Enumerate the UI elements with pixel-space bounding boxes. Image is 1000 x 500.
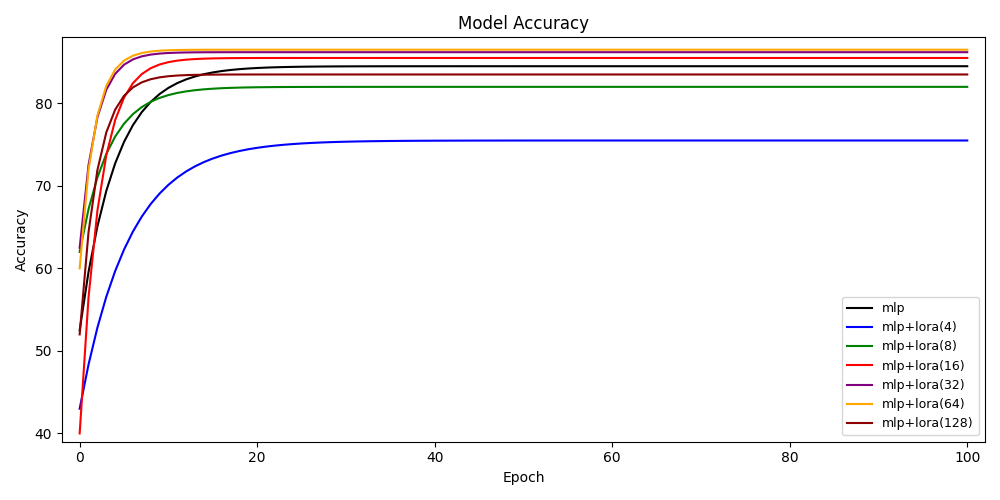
mlp+lora(4) (74, 406, 86, 411)
mlp+lora(64) (136, 50, 148, 56)
mlp+lora(4) (961, 138, 973, 143)
mlp+lora(4) (739, 138, 751, 143)
Title: Model Accuracy: Model Accuracy (458, 15, 589, 33)
Line: mlp+lora(32): mlp+lora(32) (80, 52, 967, 248)
mlp+lora(16) (606, 55, 618, 61)
mlp+lora(8) (739, 84, 751, 90)
mlp+lora(64) (748, 46, 760, 52)
mlp (739, 63, 751, 69)
Line: mlp+lora(4): mlp+lora(4) (80, 140, 967, 408)
mlp+lora(16) (961, 55, 973, 61)
mlp+lora(32) (704, 49, 716, 55)
mlp+lora(128) (136, 80, 148, 86)
mlp+lora(4) (296, 140, 308, 146)
mlp+lora(32) (296, 49, 308, 55)
mlp+lora(8) (482, 84, 494, 90)
mlp (74, 328, 86, 334)
mlp+lora(64) (961, 46, 973, 52)
X-axis label: Epoch: Epoch (502, 471, 545, 485)
mlp (695, 63, 707, 69)
Line: mlp+lora(8): mlp+lora(8) (80, 87, 967, 252)
mlp+lora(8) (695, 84, 707, 90)
mlp (961, 63, 973, 69)
mlp+lora(128) (606, 72, 618, 78)
mlp+lora(128) (961, 72, 973, 78)
mlp+lora(8) (74, 249, 86, 255)
mlp+lora(16) (793, 55, 805, 61)
mlp+lora(16) (296, 55, 308, 61)
mlp+lora(32) (74, 245, 86, 251)
mlp (136, 109, 148, 115)
mlp+lora(32) (748, 49, 760, 55)
mlp+lora(32) (651, 49, 663, 55)
mlp+lora(8) (961, 84, 973, 90)
Line: mlp+lora(128): mlp+lora(128) (80, 74, 967, 334)
mlp+lora(16) (482, 55, 494, 61)
mlp+lora(64) (615, 46, 627, 52)
mlp+lora(16) (739, 55, 751, 61)
mlp+lora(8) (296, 84, 308, 90)
mlp+lora(16) (74, 430, 86, 436)
mlp+lora(128) (748, 72, 760, 78)
mlp+lora(16) (695, 55, 707, 61)
mlp+lora(4) (695, 138, 707, 143)
mlp (482, 63, 494, 69)
mlp+lora(128) (74, 332, 86, 338)
mlp+lora(32) (482, 49, 494, 55)
Line: mlp: mlp (80, 66, 967, 330)
mlp+lora(64) (74, 266, 86, 272)
mlp+lora(4) (606, 138, 618, 143)
Legend: mlp, mlp+lora(4), mlp+lora(8), mlp+lora(16), mlp+lora(32), mlp+lora(64), mlp+lor: mlp, mlp+lora(4), mlp+lora(8), mlp+lora(… (842, 297, 979, 436)
mlp+lora(64) (704, 46, 716, 52)
mlp+lora(64) (482, 46, 494, 52)
mlp+lora(128) (722, 72, 734, 78)
mlp+lora(32) (606, 49, 618, 55)
mlp+lora(8) (606, 84, 618, 90)
mlp+lora(64) (606, 46, 618, 52)
mlp+lora(16) (136, 71, 148, 77)
mlp+lora(128) (296, 72, 308, 78)
Line: mlp+lora(16): mlp+lora(16) (80, 58, 967, 434)
mlp+lora(128) (482, 72, 494, 78)
Y-axis label: Accuracy: Accuracy (15, 208, 29, 272)
mlp+lora(8) (136, 104, 148, 110)
Line: mlp+lora(64): mlp+lora(64) (80, 50, 967, 268)
mlp+lora(32) (961, 49, 973, 55)
mlp (606, 63, 618, 69)
mlp+lora(64) (296, 46, 308, 52)
mlp (296, 64, 308, 70)
mlp+lora(4) (136, 214, 148, 220)
mlp+lora(4) (482, 138, 494, 143)
mlp+lora(128) (695, 72, 707, 78)
mlp+lora(32) (136, 54, 148, 60)
